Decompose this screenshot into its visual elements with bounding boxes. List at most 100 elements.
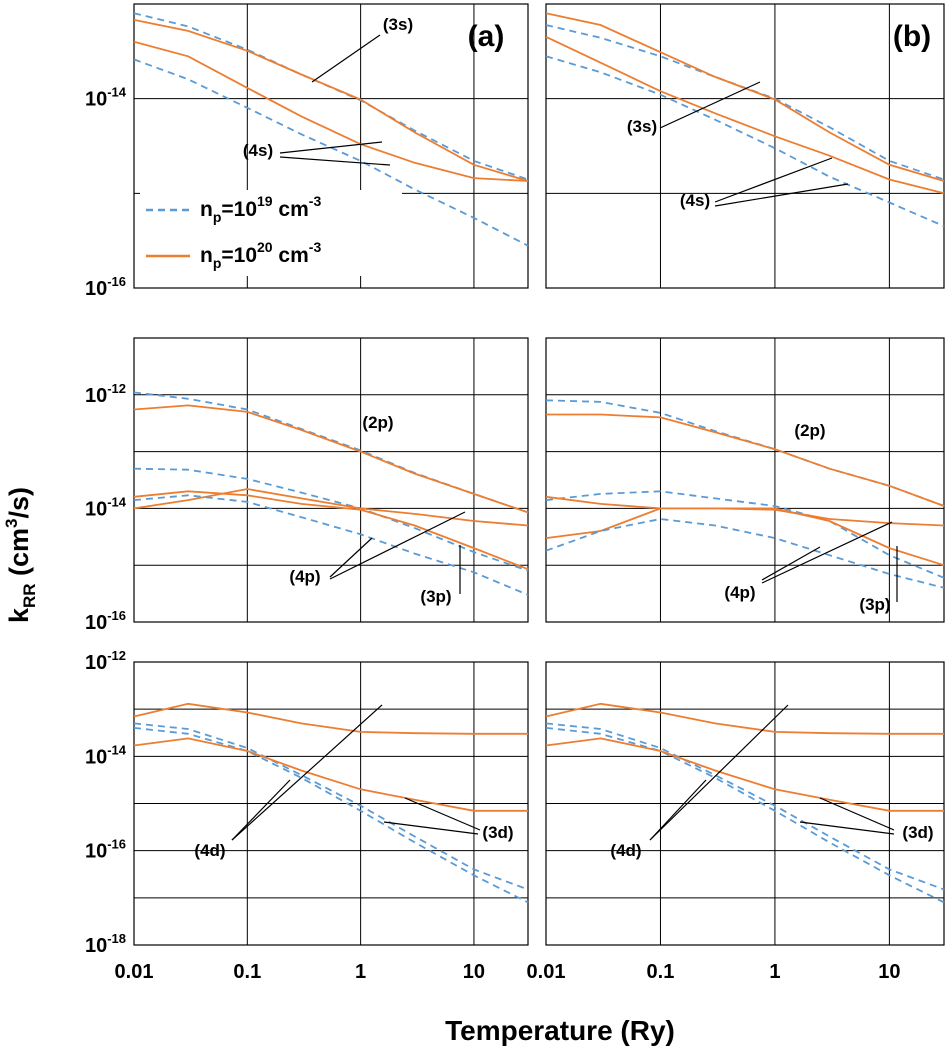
- series-line-2p-1e19: [133, 391, 529, 514]
- annotation-label: (4s): [243, 141, 273, 160]
- series-line-4s-1e20: [133, 40, 529, 182]
- annotation-pointer: [799, 821, 895, 835]
- annotation-pointer: [649, 704, 789, 841]
- x-tick-label: 0.1: [233, 961, 261, 983]
- series-line-4p-1e20: [133, 488, 529, 527]
- series-line-4d-1e20: [545, 702, 944, 735]
- x-tick-label: 0.01: [527, 961, 566, 983]
- legend-box: [140, 190, 402, 276]
- x-tick-label: 10: [878, 961, 900, 983]
- plot-frame: [545, 661, 945, 946]
- annotation-pointer: [279, 141, 383, 154]
- series-line-4p-1e20: [545, 507, 945, 567]
- grid: [545, 3, 944, 289]
- annotation-pointer: [329, 511, 466, 580]
- annotation-pointer: [279, 156, 391, 166]
- plot-frame: [133, 661, 529, 946]
- annotation-pointer: [761, 546, 821, 581]
- series-line-4p-1e19: [545, 490, 945, 579]
- series-line-3d-1e19: [545, 727, 945, 904]
- legend-entry-dashed: np=1019 cm-3: [200, 193, 321, 225]
- annotation-pointer: [714, 157, 833, 203]
- y-tick-label: 10-16: [85, 274, 126, 300]
- y-tick-label: 10-18: [85, 931, 126, 957]
- annotation-label: (4p): [724, 583, 755, 602]
- series-line-4d-1e19: [545, 722, 945, 891]
- annotation-pointer: [659, 81, 761, 129]
- x-tick-label: 0.1: [647, 961, 675, 983]
- x-tick-label: 10: [463, 961, 485, 983]
- annotation-pointer: [329, 537, 373, 578]
- annotation-label: (3d): [902, 823, 933, 842]
- x-tick-labels: 0.01 0.1 1 10 0.01 0.1 1 10: [115, 961, 901, 983]
- annotation-pointer: [819, 797, 895, 831]
- series-line-4p-1e19: [133, 467, 529, 572]
- annotation-label: (4p): [289, 567, 320, 586]
- annotation-pointer: [714, 183, 849, 207]
- annotation-label: (3p): [420, 587, 451, 606]
- plot-frame: [133, 3, 529, 289]
- series-line-3d-1e20: [545, 737, 944, 812]
- annotation-label: (2p): [362, 413, 393, 432]
- series-line-2p-1e19: [545, 399, 945, 507]
- series-line-4s-1e20: [545, 35, 945, 195]
- series-line-3s-1e19: [545, 24, 945, 181]
- series-line-4d-1e20: [133, 702, 528, 735]
- x-tick-label: 0.01: [115, 961, 154, 983]
- plot-frame: [545, 3, 945, 289]
- annotation-pointer: [649, 779, 707, 841]
- series-line-3d-1e19: [133, 727, 529, 904]
- y-axis-label: kRR (cm3/s): [2, 487, 39, 623]
- y-tick-label: 10-16: [85, 608, 126, 634]
- x-tick-label: 1: [355, 961, 366, 983]
- y-tick-label: 10-14: [85, 85, 127, 111]
- series-line-3s-1e20: [133, 19, 529, 182]
- series-line-4s-1e19: [545, 55, 945, 228]
- annotation-label: (3s): [383, 15, 413, 34]
- y-tick-label: 10-16: [85, 837, 126, 863]
- y-tick-label: 10-12: [85, 381, 126, 407]
- annotation-label: (4d): [610, 841, 641, 860]
- annotation-pointer: [231, 779, 291, 841]
- annotation-pointer: [231, 704, 383, 841]
- annotation-label: (2p): [794, 421, 825, 440]
- y-tick-label: 10-14: [85, 742, 127, 768]
- y-tick-label: 10-14: [85, 494, 127, 520]
- plot-frame: [133, 337, 529, 623]
- y-tick-label: 10-12: [85, 648, 126, 674]
- panel-bottom-left: 10-12 10-14 10-16 10-18 (4d) (3d): [85, 648, 529, 957]
- panel-middle-left: 10-12 10-14 10-16 (2p) (4p) (3p): [85, 337, 529, 634]
- annotation-pointer: [383, 821, 479, 835]
- legend-entry-solid: np=1020 cm-3: [200, 239, 321, 271]
- series-line-3s-1e19: [133, 12, 529, 181]
- series-line-2p-1e20: [133, 404, 529, 514]
- series-line-4d-1e19: [133, 722, 529, 891]
- series-line-3p-1e20: [545, 495, 945, 527]
- panel-tag: (a): [468, 20, 505, 53]
- grid: [133, 337, 528, 623]
- annotation-label: (3p): [859, 595, 890, 614]
- x-axis-label: Temperature (Ry): [445, 1015, 675, 1046]
- annotation-pointer: [404, 797, 481, 831]
- grid: [545, 337, 944, 623]
- series-line-3s-1e20: [545, 12, 945, 182]
- annotation-pointer: [311, 34, 381, 83]
- panel-tag: (b): [893, 20, 931, 53]
- series-line-3p-1e19: [545, 518, 945, 589]
- series-line-2p-1e20: [546, 413, 945, 507]
- annotation-label: (3d): [482, 823, 513, 842]
- plot-frame: [545, 337, 945, 623]
- panel-bottom-right: (4d) (3d): [545, 661, 945, 946]
- series-line-3p-1e19: [133, 494, 529, 596]
- annotation-label: (4s): [680, 191, 710, 210]
- legend: np=1019 cm-3 np=1020 cm-3: [140, 190, 402, 276]
- annotation-pointer: [761, 521, 893, 584]
- series-line-3d-1e20: [133, 737, 528, 812]
- panels: 10-1410-16(3s)(4s)(a)(3s)(4s)(b)10-1210-…: [85, 3, 945, 957]
- x-tick-label: 1: [769, 961, 780, 983]
- annotation-label: (4d): [194, 841, 225, 860]
- annotation-label: (3s): [627, 117, 657, 136]
- series-line-3p-1e20: [133, 490, 529, 571]
- panel-middle-right: (2p) (4p) (3p): [545, 337, 945, 623]
